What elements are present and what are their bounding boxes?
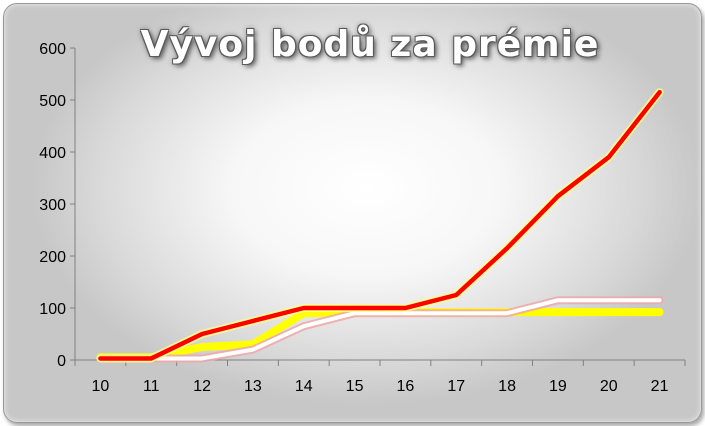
x-tick-label: 17 xyxy=(447,378,465,395)
y-tick-label: 0 xyxy=(57,353,66,370)
y-tick-label: 200 xyxy=(39,249,66,266)
x-tick-label: 12 xyxy=(193,378,211,395)
y-tick-label: 600 xyxy=(39,41,66,58)
x-tick-label: 19 xyxy=(549,378,567,395)
y-tick-label: 100 xyxy=(39,301,66,318)
x-tick-label: 14 xyxy=(295,378,313,395)
x-tick-label: 16 xyxy=(397,378,415,395)
x-tick-label: 20 xyxy=(600,378,618,395)
chart-axes: 0 100 200 300 400 500 600 10 11 12 13 14 15 16 17 18 19 2… xyxy=(39,41,686,395)
series-line xyxy=(98,89,662,361)
y-tick-label: 400 xyxy=(39,145,66,162)
x-tick-label: 21 xyxy=(651,378,669,395)
x-tick-label: 18 xyxy=(498,378,516,395)
series-line xyxy=(98,298,662,361)
y-tick-label: 300 xyxy=(39,197,66,214)
y-tick-label: 500 xyxy=(39,93,66,110)
chart-frame xyxy=(3,3,702,423)
series-layer xyxy=(96,88,664,363)
x-tick-label: 11 xyxy=(143,378,160,395)
x-tick-label: 10 xyxy=(92,378,110,395)
x-tick-label: 13 xyxy=(244,378,262,395)
series-line xyxy=(96,308,664,362)
series-line-glow xyxy=(96,88,664,363)
chart-title: Vývoj bodů za prémie xyxy=(140,24,600,65)
x-tick-label: 15 xyxy=(346,378,364,395)
